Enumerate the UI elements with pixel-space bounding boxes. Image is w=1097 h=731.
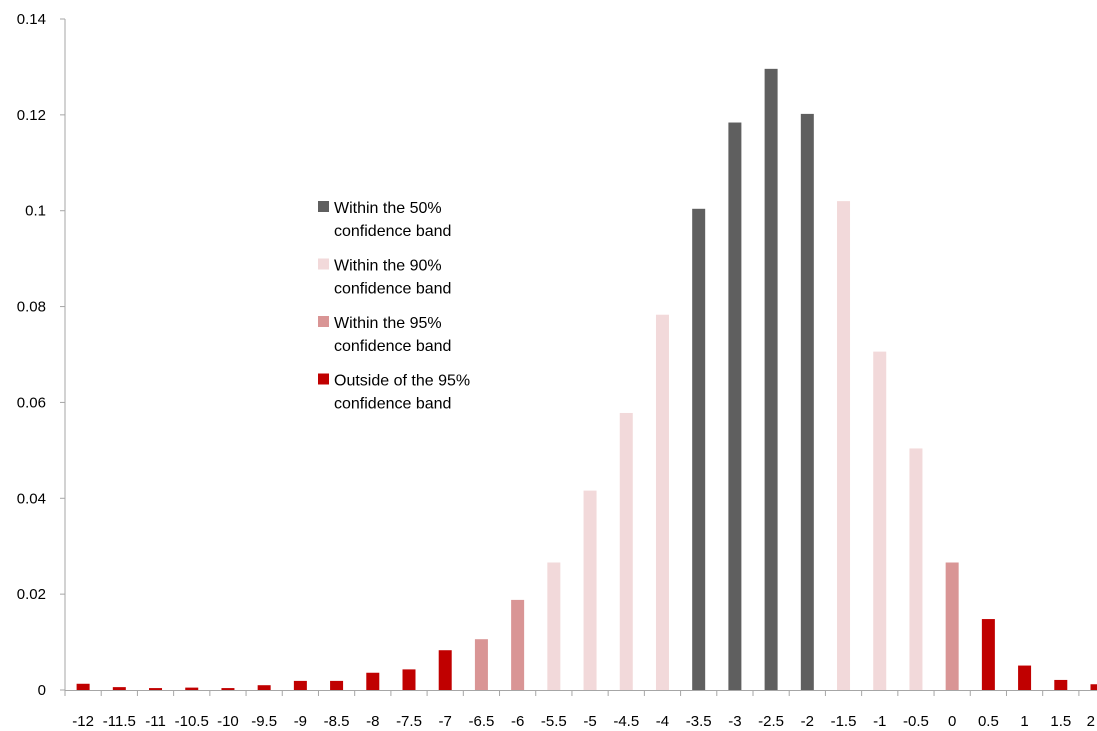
legend-label: confidence band <box>334 338 451 355</box>
bar--9 <box>293 680 307 690</box>
legend-swatch <box>318 373 329 385</box>
x-axis-ticks: -12 -11.5 -11 -10.5 -10 -9.5 -9 -8.5 -8 -7.5 -7 -6.… <box>64 690 1095 730</box>
bar--2 <box>800 113 814 691</box>
bar--6 <box>511 599 525 690</box>
x-tick-label: 0.5 <box>978 713 999 730</box>
x-tick-label: 1 <box>1020 713 1028 730</box>
legend-label: Within the 90% <box>334 258 442 275</box>
x-tick-label: 2 <box>1087 713 1095 730</box>
bar--7 <box>438 650 452 690</box>
y-axis-ticks: 0 0.02 0.04 0.06 0.08 0.1 0.12 0.14 <box>17 11 65 699</box>
x-tick-label: -1 <box>873 713 886 730</box>
x-tick-label: -3 <box>728 713 741 730</box>
legend-label: Outside of the 95% <box>334 373 470 390</box>
legend-label: confidence band <box>334 223 451 240</box>
x-tick-label: -9 <box>294 713 307 730</box>
y-tick-label: 0.12 <box>17 107 46 124</box>
x-tick-label: -6.5 <box>468 713 494 730</box>
bar-1 <box>1018 665 1032 690</box>
x-tick-label: -11 <box>145 713 166 730</box>
bars <box>76 68 1097 691</box>
x-tick-label: -3.5 <box>686 713 712 730</box>
y-tick-label: 0.02 <box>17 586 46 603</box>
x-tick-label: -4 <box>656 713 669 730</box>
legend-swatch <box>318 316 329 327</box>
x-tick-label: -10.5 <box>175 713 209 730</box>
x-tick-label: 1.5 <box>1050 713 1071 730</box>
bar--3.5 <box>692 208 706 690</box>
x-tick-label: -5 <box>583 713 596 730</box>
bar--5 <box>583 490 597 690</box>
bar--10 <box>221 688 235 690</box>
y-tick-label: 0.14 <box>17 11 46 28</box>
bar--1.5 <box>837 201 851 690</box>
x-tick-label: -11.5 <box>103 713 136 730</box>
bar--11.5 <box>112 687 126 690</box>
bar--4 <box>655 314 669 690</box>
y-tick-label: 0 <box>38 682 46 699</box>
bar-1.5 <box>1054 679 1068 690</box>
bar--3 <box>728 122 742 691</box>
y-tick-label: 0.1 <box>25 203 46 220</box>
x-tick-label: -0.5 <box>903 713 929 730</box>
y-tick-label: 0.04 <box>17 490 46 507</box>
y-tick-label: 0.08 <box>17 299 46 316</box>
bar--0.5 <box>909 448 923 690</box>
bar--8 <box>366 672 380 690</box>
bar--9.5 <box>257 685 271 690</box>
x-tick-label: -8 <box>366 713 379 730</box>
x-tick-label: -6 <box>511 713 524 730</box>
legend-label: confidence band <box>334 396 451 413</box>
bar--11 <box>149 688 163 690</box>
legend: Within the 50% confidence band Within the … <box>318 200 470 413</box>
legend-swatch <box>318 258 329 270</box>
bar-0 <box>945 562 959 690</box>
bar-0.5 <box>981 619 995 690</box>
bar--2.5 <box>764 68 778 691</box>
bar-2 <box>1090 684 1097 690</box>
y-tick-label: 0.06 <box>17 394 46 411</box>
bar--4.5 <box>619 412 633 690</box>
bar--12 <box>76 683 90 690</box>
bar--8.5 <box>330 680 344 690</box>
bar--6.5 <box>474 639 488 690</box>
bar--10.5 <box>185 687 199 690</box>
bar--1 <box>873 351 887 690</box>
x-tick-label: -2.5 <box>758 713 784 730</box>
axes <box>64 19 1097 691</box>
bar--7.5 <box>402 669 416 690</box>
x-tick-label: -10 <box>217 713 239 730</box>
x-tick-label: -12 <box>72 713 94 730</box>
x-tick-label: -1.5 <box>831 713 857 730</box>
legend-label: Within the 95% <box>334 315 442 332</box>
x-tick-label: -7 <box>439 713 452 730</box>
legend-swatch <box>318 201 329 212</box>
x-tick-label: -7.5 <box>396 713 422 730</box>
x-tick-label: 0 <box>948 713 956 730</box>
x-tick-label: -2 <box>801 713 814 730</box>
x-tick-label: -5.5 <box>541 713 567 730</box>
x-tick-label: -9.5 <box>251 713 277 730</box>
legend-label: Within the 50% <box>334 200 442 217</box>
x-tick-label: -4.5 <box>613 713 639 730</box>
bar--5.5 <box>547 562 561 690</box>
legend-label: confidence band <box>334 281 451 298</box>
x-tick-label: -8.5 <box>324 713 350 730</box>
